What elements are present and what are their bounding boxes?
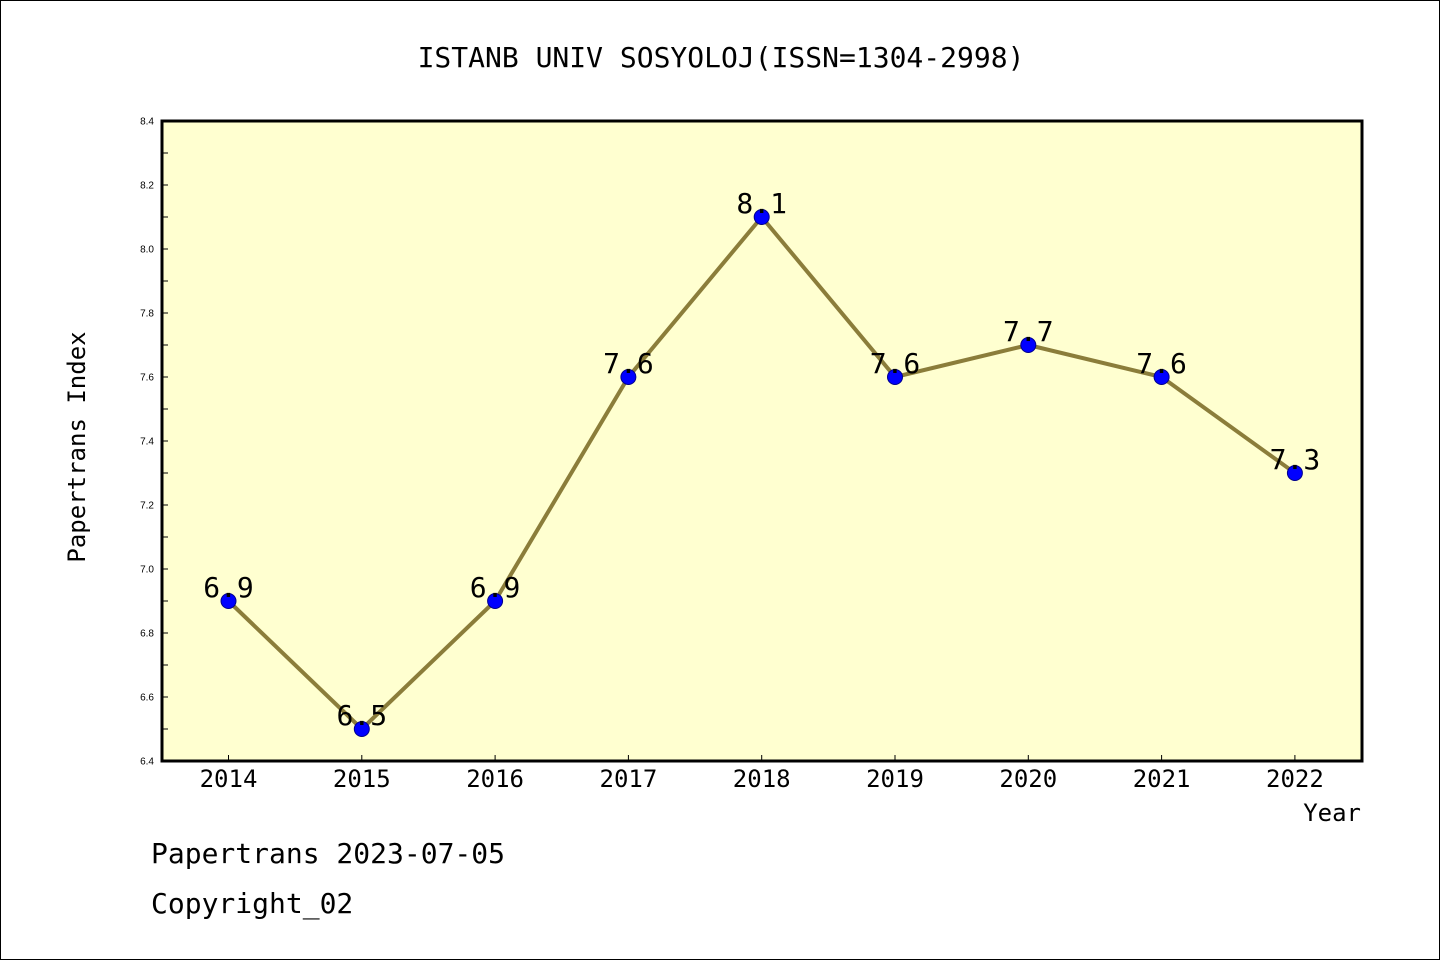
y-tick-label: 6.4 [140,757,154,768]
data-label: 6.9 [203,571,254,604]
y-tick-label: 7.0 [140,565,154,576]
data-label: 7.6 [603,347,654,380]
data-label: 7.6 [870,347,921,380]
y-tick-label: 8.4 [140,117,154,128]
x-tick-label: 2018 [733,765,791,793]
y-tick-label: 6.8 [140,629,154,640]
y-tick-label: 7.4 [140,437,154,448]
data-point [1286,465,1303,481]
data-point [753,209,770,225]
data-label: 6.9 [470,571,521,604]
data-point [487,593,504,609]
data-label: 7.7 [1003,315,1054,348]
y-axis-ticks: 6.4 6.6 6.8 7.0 7.2 7.4 7.6 7.8 8.0 8.2 8.4 [140,117,168,768]
x-axis-ticks: 2014 2015 2016 2017 2018 2019 2020 2021 2022 [200,755,1324,793]
data-label: 7.6 [1136,347,1187,380]
y-tick-label: 8.2 [140,181,154,192]
y-tick-label: 7.6 [140,373,154,384]
y-tick-label: 8.0 [140,245,154,256]
x-tick-label: 2015 [333,765,391,793]
data-points [220,209,1303,737]
x-tick-label: 2021 [1133,765,1191,793]
chart-title: ISTANB UNIV SOSYOLOJ(ISSN=1304-2998) [418,41,1025,74]
data-label: 8.1 [736,187,787,220]
data-point [220,593,237,609]
x-tick-label: 2022 [1266,765,1324,793]
x-tick-label: 2019 [866,765,924,793]
x-tick-label: 2017 [600,765,658,793]
data-point [1020,337,1037,353]
x-axis-label: Year [1303,799,1361,827]
footer-copyright: Copyright_02 [151,887,354,920]
x-tick-label: 2020 [999,765,1057,793]
x-tick-label: 2014 [200,765,258,793]
plot-area [160,119,1364,763]
x-tick-label: 2016 [466,765,524,793]
y-tick-label: 7.2 [140,501,154,512]
data-label: 7.3 [1270,443,1321,476]
footer-date: Papertrans 2023-07-05 [151,837,506,870]
data-point [353,721,370,737]
y-axis-label: Papertrans Index [63,331,91,562]
y-tick-label: 6.6 [140,693,154,704]
y-tick-label: 7.8 [140,309,154,320]
data-point [620,369,637,385]
data-point [1153,369,1170,385]
data-label: 6.5 [337,699,388,732]
data-labels: 6.9 6.5 6.9 7.6 8.1 7.6 7.7 7.6 7.3 [203,187,1320,732]
data-point [887,369,903,385]
